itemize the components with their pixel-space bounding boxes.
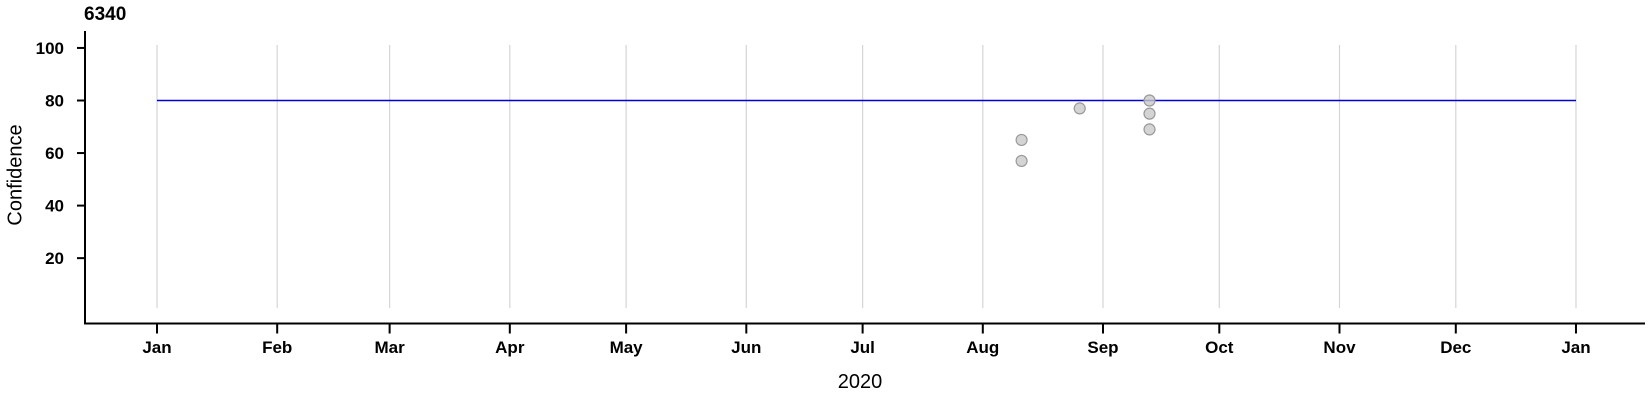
- x-tick-label: Nov: [1323, 338, 1356, 357]
- chart-title: 6340: [84, 4, 127, 25]
- x-tick-label: May: [610, 338, 644, 357]
- x-axis-title: 2020: [837, 371, 883, 393]
- y-tick-label: 60: [45, 144, 64, 163]
- x-tick-label: Jan: [1561, 338, 1590, 357]
- y-tick-label: 100: [36, 39, 64, 58]
- data-point: [1143, 107, 1156, 120]
- y-tick-label: 80: [45, 92, 64, 111]
- y-tick-label: 40: [45, 197, 64, 216]
- x-tick-label: Sep: [1087, 338, 1118, 357]
- x-tick-label: Dec: [1440, 338, 1471, 357]
- data-point: [1143, 94, 1156, 107]
- x-tick-label: Aug: [966, 338, 999, 357]
- data-point: [1015, 133, 1028, 147]
- data-point: [1073, 102, 1086, 115]
- x-tick-label: Jan: [142, 338, 171, 357]
- data-point: [1015, 154, 1028, 168]
- x-tick-label: Feb: [262, 338, 292, 357]
- x-tick-label: Oct: [1205, 338, 1234, 357]
- x-tick-label: Apr: [495, 338, 525, 357]
- y-axis-title: Confidence: [4, 124, 27, 226]
- x-tick-label: Jun: [731, 338, 761, 357]
- x-tick-label: Mar: [375, 338, 406, 357]
- x-tick-label: Jul: [850, 338, 875, 357]
- y-tick-label: 20: [45, 249, 64, 268]
- data-point: [1143, 123, 1156, 136]
